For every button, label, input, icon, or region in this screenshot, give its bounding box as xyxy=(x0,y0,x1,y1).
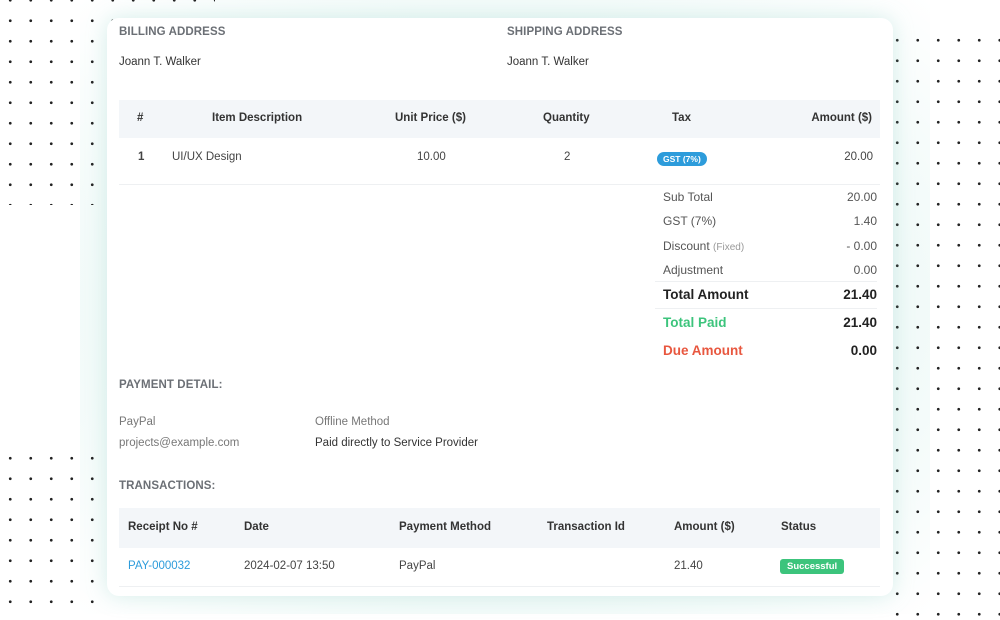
item-quantity: 2 xyxy=(564,151,571,163)
total-label: Total Amount xyxy=(663,287,749,302)
discount-label: Discount xyxy=(663,239,710,253)
offline-method-desc: Paid directly to Service Provider xyxy=(315,437,478,449)
offline-method: Offline Method xyxy=(315,416,390,428)
col-transaction-id: Transaction Id xyxy=(547,521,625,533)
dot-pattern xyxy=(887,30,1000,620)
col-amount: Amount ($) xyxy=(811,112,872,124)
divider xyxy=(119,586,880,587)
transactions-label: TRANSACTIONS: xyxy=(119,480,216,492)
divider xyxy=(655,281,877,282)
col-tax: Tax xyxy=(672,112,691,124)
transactions-table-header: Receipt No # Date Payment Method Transac… xyxy=(119,508,880,548)
paid-label: Total Paid xyxy=(663,315,727,330)
invoice-card: BILLING ADDRESS Joann T. Walker SHIPPING… xyxy=(107,18,893,596)
col-status: Status xyxy=(781,521,817,533)
col-payment-method: Payment Method xyxy=(399,521,492,533)
divider xyxy=(119,184,880,185)
col-quantity: Quantity xyxy=(543,112,590,124)
items-table-header: # Item Description Unit Price ($) Quanti… xyxy=(119,100,880,138)
col-amount: Amount ($) xyxy=(674,521,735,533)
subtotal-label: Sub Total xyxy=(663,190,713,204)
transaction-amount: 21.40 xyxy=(674,560,703,572)
status-badge: Successful xyxy=(780,559,845,574)
payment-method: PayPal xyxy=(119,416,156,428)
divider xyxy=(655,308,877,309)
col-date: Date xyxy=(244,521,269,533)
col-unit-price: Unit Price ($) xyxy=(395,112,466,124)
item-number: 1 xyxy=(138,151,145,163)
receipt-link[interactable]: PAY-000032 xyxy=(128,560,191,572)
dot-pattern xyxy=(0,448,105,618)
gst-value: 1.40 xyxy=(853,214,877,228)
adjustment-value: 0.00 xyxy=(853,263,877,277)
billing-name: Joann T. Walker xyxy=(119,56,201,68)
due-label: Due Amount xyxy=(663,343,743,358)
col-number: # xyxy=(137,112,144,124)
item-description: UI/UX Design xyxy=(172,151,242,163)
col-description: Item Description xyxy=(212,112,303,124)
transaction-method: PayPal xyxy=(399,560,436,572)
item-amount: 20.00 xyxy=(844,151,873,163)
billing-label: BILLING ADDRESS xyxy=(119,26,226,38)
subtotal-value: 20.00 xyxy=(846,190,877,204)
tax-badge: GST (7%) xyxy=(657,152,707,166)
item-unit-price: 10.00 xyxy=(417,151,446,163)
shipping-name: Joann T. Walker xyxy=(507,56,589,68)
discount-note: (Fixed) xyxy=(713,242,745,253)
adjustment-label: Adjustment xyxy=(663,263,724,277)
paid-value: 21.40 xyxy=(843,315,877,330)
transaction-date: 2024-02-07 13:50 xyxy=(244,560,335,572)
col-receipt: Receipt No # xyxy=(128,521,198,533)
discount-value: - 0.00 xyxy=(846,239,877,253)
payment-detail-label: PAYMENT DETAIL: xyxy=(119,379,223,391)
shipping-label: SHIPPING ADDRESS xyxy=(507,26,623,38)
payment-email: projects@example.com xyxy=(119,437,240,449)
gst-label: GST (7%) xyxy=(663,214,717,228)
due-value: 0.00 xyxy=(850,343,877,358)
total-value: 21.40 xyxy=(843,287,877,302)
